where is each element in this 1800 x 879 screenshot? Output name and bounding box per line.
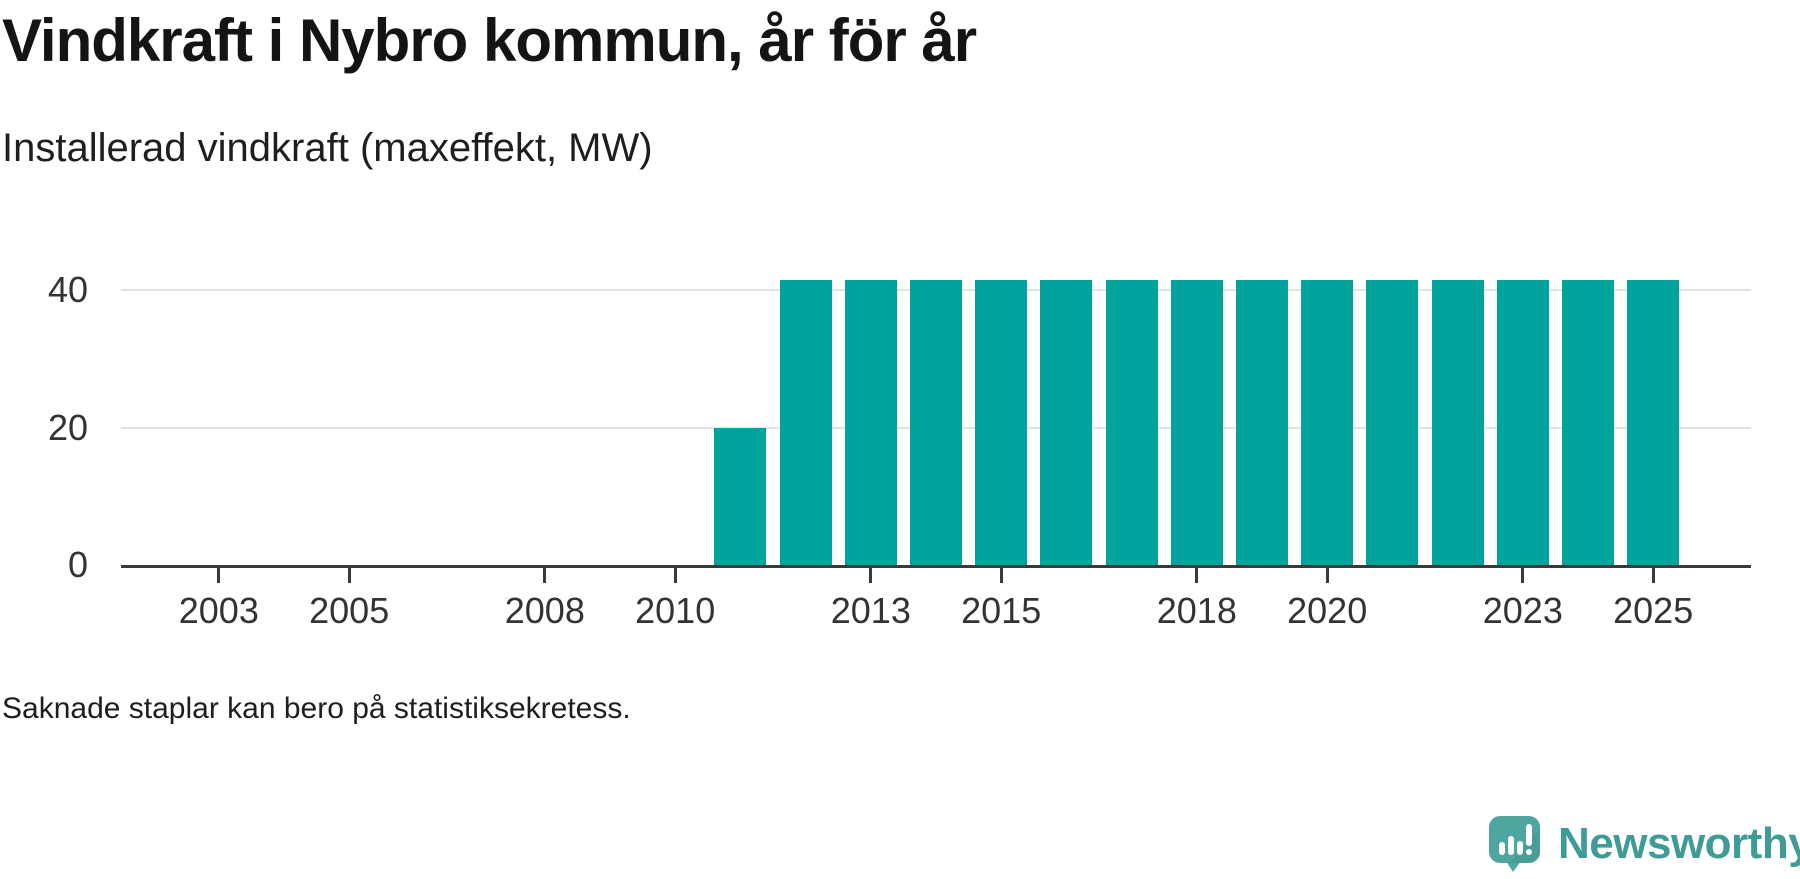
bar-2019 — [1236, 279, 1288, 565]
x-axis-label-2025: 2025 — [1613, 590, 1694, 631]
bar-2015 — [975, 279, 1028, 565]
bar-2012 — [779, 279, 832, 565]
chart-subtitle: Installerad vindkraft (maxeffekt, MW) — [2, 126, 653, 170]
x-axis-label-2008: 2008 — [504, 590, 585, 631]
x-axis-tick-2008 — [543, 568, 547, 583]
x-axis-tick-2015 — [999, 568, 1003, 583]
bar-2025 — [1627, 279, 1680, 565]
newsworthy-logo: Newsworthy — [1488, 814, 1800, 874]
x-axis-tick-2005 — [347, 568, 351, 583]
x-axis-label-2013: 2013 — [830, 590, 911, 631]
bar-2013 — [844, 279, 897, 565]
x-axis-tick-2010 — [673, 568, 677, 583]
x-axis-label-2005: 2005 — [309, 590, 390, 631]
bar-2022 — [1431, 279, 1484, 565]
bar-2024 — [1562, 279, 1614, 565]
x-axis-tick-2025 — [1651, 568, 1655, 583]
bar-2016 — [1040, 279, 1093, 565]
x-axis-tick-2018 — [1195, 568, 1199, 583]
bar-2018 — [1170, 279, 1223, 565]
x-axis-label-2010: 2010 — [635, 590, 716, 631]
plot-area — [121, 273, 1751, 568]
x-axis-tick-2013 — [869, 568, 873, 583]
x-axis-label-2018: 2018 — [1156, 590, 1237, 631]
x-axis-label-2003: 2003 — [178, 590, 259, 631]
chart-title: Vindkraft i Nybro kommun, år för år — [2, 7, 977, 74]
y-axis-label-0: 0 — [67, 544, 88, 585]
bar-2023 — [1496, 279, 1549, 565]
x-axis-label-2020: 2020 — [1287, 590, 1368, 631]
bar-2021 — [1366, 279, 1419, 565]
bar-2020 — [1301, 279, 1354, 565]
y-axis-label-40: 40 — [47, 269, 88, 311]
newsworthy-wordmark: Newsworthy — [1558, 819, 1800, 868]
x-axis-tick-2020 — [1325, 568, 1329, 583]
x-axis-tick-2023 — [1521, 568, 1525, 583]
y-axis-label-20: 20 — [47, 406, 88, 448]
bar-2017 — [1105, 279, 1158, 565]
x-axis-label-2015: 2015 — [961, 590, 1042, 631]
x-axis-tick-2003 — [217, 568, 221, 583]
x-axis-label-2023: 2023 — [1482, 590, 1563, 631]
footnote: Saknade staplar kan bero på statistiksek… — [2, 692, 631, 725]
bar-2014 — [910, 279, 962, 565]
newsworthy-speech-bubble-icon — [1489, 816, 1540, 872]
bar-2011 — [714, 427, 767, 565]
